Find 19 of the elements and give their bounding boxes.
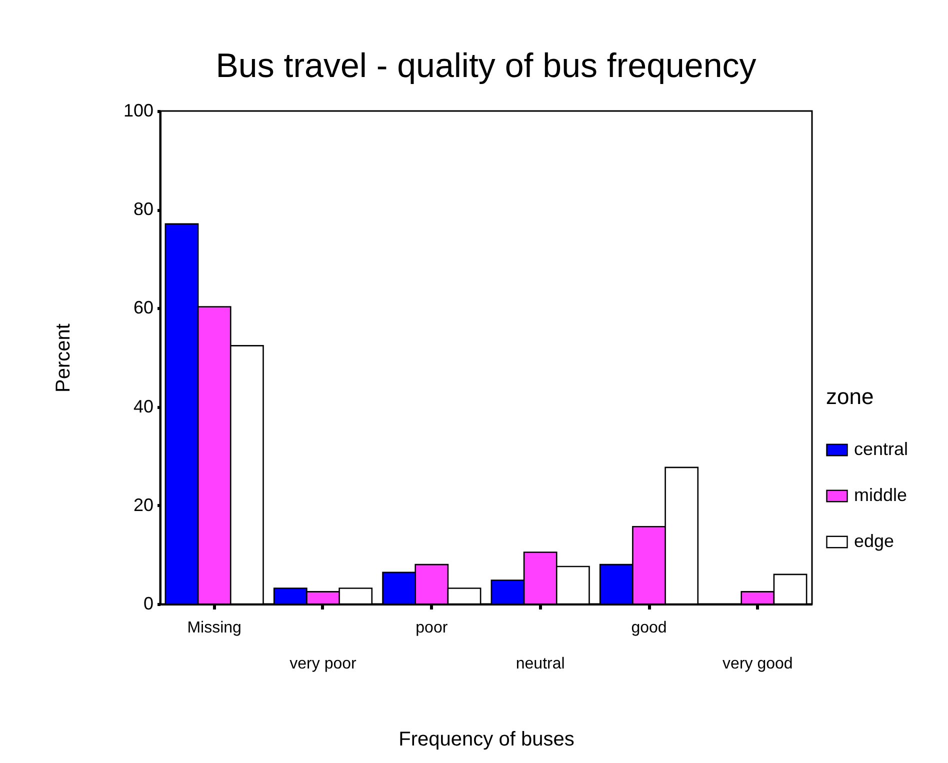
x-tick-label: very poor	[290, 656, 358, 672]
legend-label: central	[854, 439, 908, 459]
y-tick-label: 0	[143, 594, 154, 614]
y-tick-label: 40	[133, 396, 154, 416]
y-tick-label: 60	[133, 298, 154, 318]
legend-title: zone	[826, 384, 874, 409]
x-tick-label: very good	[722, 656, 793, 672]
legend-label: middle	[854, 485, 908, 505]
x-axis-title: Frequency of buses	[398, 728, 574, 750]
y-axis-title: Percent	[52, 323, 74, 392]
x-tick-label: good	[631, 620, 667, 636]
x-tick-label: Missing	[187, 620, 242, 636]
y-tick-label: 100	[123, 100, 154, 120]
chart-title: Bus travel - quality of bus frequency	[216, 47, 756, 85]
y-tick-label: 20	[133, 494, 154, 515]
x-tick-label: poor	[416, 620, 448, 636]
y-tick-label: 80	[133, 199, 154, 220]
legend-label: edge	[854, 531, 894, 551]
x-tick-label: neutral	[516, 656, 565, 672]
